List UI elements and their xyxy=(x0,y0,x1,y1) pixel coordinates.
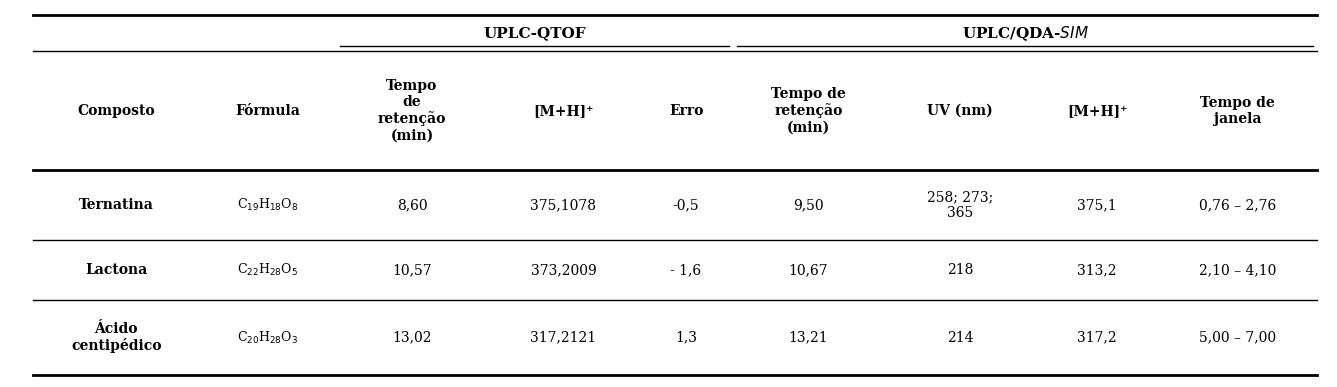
Text: 2,10 – 4,10: 2,10 – 4,10 xyxy=(1199,263,1277,277)
Text: 375,1: 375,1 xyxy=(1078,198,1116,212)
Text: 373,2009: 373,2009 xyxy=(531,263,596,277)
Text: C$_{22}$H$_{28}$O$_{5}$: C$_{22}$H$_{28}$O$_{5}$ xyxy=(238,262,298,278)
Text: 214: 214 xyxy=(947,330,973,344)
Text: Ácido
centipédico: Ácido centipédico xyxy=(71,322,162,353)
Text: UPLC-QTOF: UPLC-QTOF xyxy=(483,26,586,41)
Text: 13,21: 13,21 xyxy=(789,330,829,344)
Text: 1,3: 1,3 xyxy=(675,330,697,344)
Text: 258; 273;
365: 258; 273; 365 xyxy=(927,190,993,221)
Text: Lactona: Lactona xyxy=(86,263,147,277)
Text: - 1,6: - 1,6 xyxy=(670,263,702,277)
Text: Fórmula: Fórmula xyxy=(235,104,301,118)
Text: C$_{20}$H$_{28}$O$_{3}$: C$_{20}$H$_{28}$O$_{3}$ xyxy=(237,330,298,346)
Text: Composto: Composto xyxy=(78,104,155,118)
Text: 8,60: 8,60 xyxy=(397,198,428,212)
Text: 10,57: 10,57 xyxy=(392,263,432,277)
Text: Erro: Erro xyxy=(668,104,703,118)
Text: 317,2: 317,2 xyxy=(1078,330,1116,344)
Text: 0,76 – 2,76: 0,76 – 2,76 xyxy=(1199,198,1277,212)
Text: 313,2: 313,2 xyxy=(1078,263,1116,277)
Text: [M+H]⁺: [M+H]⁺ xyxy=(533,104,594,118)
Text: [M+H]⁺: [M+H]⁺ xyxy=(1067,104,1127,118)
Text: UV (nm): UV (nm) xyxy=(927,104,993,118)
Text: Ternatina: Ternatina xyxy=(79,198,154,212)
Text: 13,02: 13,02 xyxy=(392,330,432,344)
Text: Tempo
de
retenção
(min): Tempo de retenção (min) xyxy=(378,79,447,143)
Text: C$_{19}$H$_{18}$O$_{8}$: C$_{19}$H$_{18}$O$_{8}$ xyxy=(237,197,298,213)
Text: 5,00 – 7,00: 5,00 – 7,00 xyxy=(1199,330,1277,344)
Text: -0,5: -0,5 xyxy=(673,198,699,212)
Text: 10,67: 10,67 xyxy=(789,263,829,277)
Text: 375,1078: 375,1078 xyxy=(531,198,596,212)
Text: UPLC/QDA-$\mathit{SIM}$: UPLC/QDA-$\mathit{SIM}$ xyxy=(961,24,1088,43)
Text: Tempo de
retenção
(min): Tempo de retenção (min) xyxy=(771,87,846,135)
Text: 218: 218 xyxy=(947,263,973,277)
Text: 9,50: 9,50 xyxy=(793,198,824,212)
Text: Tempo de
janela: Tempo de janela xyxy=(1201,96,1275,126)
Text: 317,2121: 317,2121 xyxy=(531,330,596,344)
